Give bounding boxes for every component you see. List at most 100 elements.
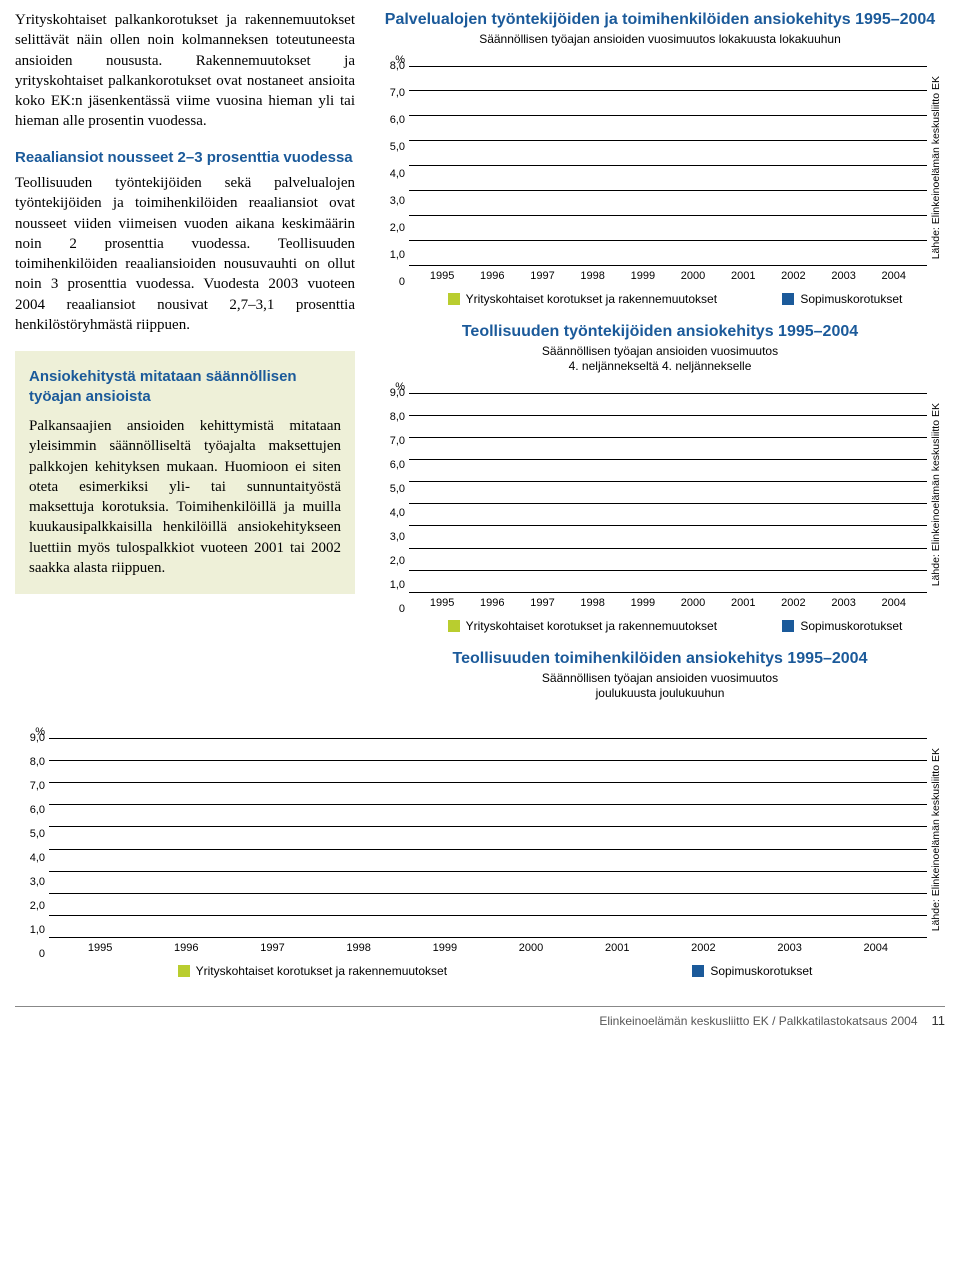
x-label: 1998	[575, 270, 611, 282]
x-label: 1996	[168, 942, 204, 954]
x-label: 1996	[474, 270, 510, 282]
y-tick: 0	[399, 603, 405, 615]
x-label: 2002	[775, 270, 811, 282]
swatch-green	[448, 293, 460, 305]
y-tick: 2,0	[390, 222, 405, 234]
x-label: 2002	[685, 942, 721, 954]
footer-text: Elinkeinoelämän keskusliitto EK / Palkka…	[599, 1014, 917, 1028]
legend-label: Yrityskohtaiset korotukset ja rakennemuu…	[466, 619, 717, 633]
x-label: 1995	[424, 270, 460, 282]
sidebar-box: Ansiokehitystä mitataan säännöllisen työ…	[15, 351, 355, 594]
swatch-blue	[692, 965, 704, 977]
swatch-blue	[782, 620, 794, 632]
legend-item-sopimus: Sopimuskorotukset	[692, 964, 812, 978]
chart-title: Palvelualojen työntekijöiden ja toimihen…	[375, 10, 945, 30]
x-label: 2003	[826, 270, 862, 282]
chart-3-title: Teollisuuden toimihenkilöiden ansiokehit…	[375, 649, 945, 669]
legend-item-sopimus: Sopimuskorotukset	[782, 619, 902, 633]
x-label: 2001	[599, 942, 635, 954]
x-label: 2004	[876, 597, 912, 609]
y-tick: 1,0	[390, 249, 405, 261]
y-tick: 6,0	[390, 459, 405, 471]
swatch-green	[178, 965, 190, 977]
y-tick: 0	[39, 948, 45, 960]
intro-paragraph: Yrityskohtaiset palkankorotukset ja rake…	[15, 10, 355, 132]
plot-area	[49, 738, 927, 938]
x-label: 1999	[625, 597, 661, 609]
y-tick: 2,0	[390, 555, 405, 567]
chart-title: Teollisuuden työntekijöiden ansiokehitys…	[375, 322, 945, 342]
legend-label: Sopimuskorotukset	[800, 619, 902, 633]
chart-source: Lähde: Elinkeinoelämän keskusliitto EK	[930, 403, 942, 586]
x-label: 2000	[675, 597, 711, 609]
y-tick: 1,0	[30, 924, 45, 936]
x-label: 1997	[254, 942, 290, 954]
y-axis: %9,08,07,06,05,04,03,02,01,00	[15, 726, 49, 954]
y-axis: %9,08,07,06,05,04,03,02,01,00	[375, 381, 409, 609]
x-axis: 1995199619971998199920002001200220032004	[409, 593, 927, 609]
chart-legend: Yrityskohtaiset korotukset ja rakennemuu…	[15, 954, 945, 978]
x-label: 2000	[675, 270, 711, 282]
chart-3: %9,08,07,06,05,04,03,02,01,0019951996199…	[15, 726, 945, 978]
page-footer: Elinkeinoelämän keskusliitto EK / Palkka…	[15, 1006, 945, 1028]
x-label: 1999	[427, 942, 463, 954]
x-axis: 1995 1996 1997 1998 1999 2000 2001 2002 2003 2004	[49, 938, 927, 954]
chart-subtitle: Säännöllisen työajan ansioiden vuosimuut…	[375, 32, 945, 48]
right-charts-column: Palvelualojen työntekijöiden ja toimihen…	[375, 10, 945, 718]
left-text-column: Yrityskohtaiset palkankorotukset ja rake…	[15, 10, 355, 718]
y-tick: 4,0	[390, 168, 405, 180]
paragraph-reaaliansiot: Teollisuuden työntekijöiden sekä palvelu…	[15, 173, 355, 335]
y-tick: 3,0	[30, 876, 45, 888]
y-tick: 9,0	[390, 387, 405, 399]
y-axis: %8,07,06,05,04,03,02,01,00	[375, 54, 409, 282]
y-tick: 6,0	[30, 804, 45, 816]
x-label: 1997	[524, 597, 560, 609]
y-tick: 5,0	[390, 141, 405, 153]
legend-item-yritys: Yrityskohtaiset korotukset ja rakennemuu…	[178, 964, 447, 978]
chart-subtitle: Säännöllisen työajan ansioiden vuosimuut…	[375, 344, 945, 375]
y-tick: 7,0	[30, 780, 45, 792]
y-tick: 8,0	[30, 756, 45, 768]
y-tick: 5,0	[30, 828, 45, 840]
y-tick: 1,0	[390, 579, 405, 591]
y-tick: 7,0	[390, 87, 405, 99]
sidebar-heading: Ansiokehitystä mitataan säännöllisen työ…	[29, 367, 341, 406]
x-label: 1995	[424, 597, 460, 609]
x-label: 1998	[575, 597, 611, 609]
chart-legend: Yrityskohtaiset korotukset ja rakennemuu…	[375, 609, 945, 633]
legend-item-yritys: Yrityskohtaiset korotukset ja rakennemuu…	[448, 292, 717, 306]
x-axis: 1995199619971998199920002001200220032004	[409, 266, 927, 282]
y-tick: 4,0	[30, 852, 45, 864]
y-tick: 3,0	[390, 531, 405, 543]
subhead-reaaliansiot: Reaaliansiot nousseet 2–3 prosenttia vuo…	[15, 148, 355, 168]
x-label: 2002	[775, 597, 811, 609]
page-number: 11	[932, 1013, 946, 1028]
chart-legend: Yrityskohtaiset korotukset ja rakennemuu…	[375, 282, 945, 306]
x-label: 1996	[474, 597, 510, 609]
y-tick: 4,0	[390, 507, 405, 519]
x-label: 1995	[82, 942, 118, 954]
y-tick: 0	[399, 276, 405, 288]
x-label: 2003	[772, 942, 808, 954]
x-label: 1997	[524, 270, 560, 282]
x-label: 2000	[513, 942, 549, 954]
legend-label: Yrityskohtaiset korotukset ja rakennemuu…	[466, 292, 717, 306]
y-tick: 3,0	[390, 195, 405, 207]
swatch-green	[448, 620, 460, 632]
legend-label: Sopimuskorotukset	[800, 292, 902, 306]
y-tick: 2,0	[30, 900, 45, 912]
chart-3-subtitle: Säännöllisen työajan ansioiden vuosimuut…	[375, 671, 945, 702]
y-tick: 6,0	[390, 114, 405, 126]
y-tick: 7,0	[390, 435, 405, 447]
chart-2: Teollisuuden työntekijöiden ansiokehitys…	[375, 322, 945, 633]
chart-source: Lähde: Elinkeinoelämän keskusliitto EK	[930, 76, 942, 259]
x-label: 1998	[341, 942, 377, 954]
legend-item-sopimus: Sopimuskorotukset	[782, 292, 902, 306]
sidebar-paragraph: Palkansaajien ansioiden kehittymistä mit…	[29, 416, 341, 578]
x-label: 2003	[826, 597, 862, 609]
chart-source: Lähde: Elinkeinoelämän keskusliitto EK	[930, 748, 942, 931]
x-label: 2004	[858, 942, 894, 954]
x-label: 1999	[625, 270, 661, 282]
y-tick: 8,0	[390, 411, 405, 423]
x-label: 2001	[725, 270, 761, 282]
